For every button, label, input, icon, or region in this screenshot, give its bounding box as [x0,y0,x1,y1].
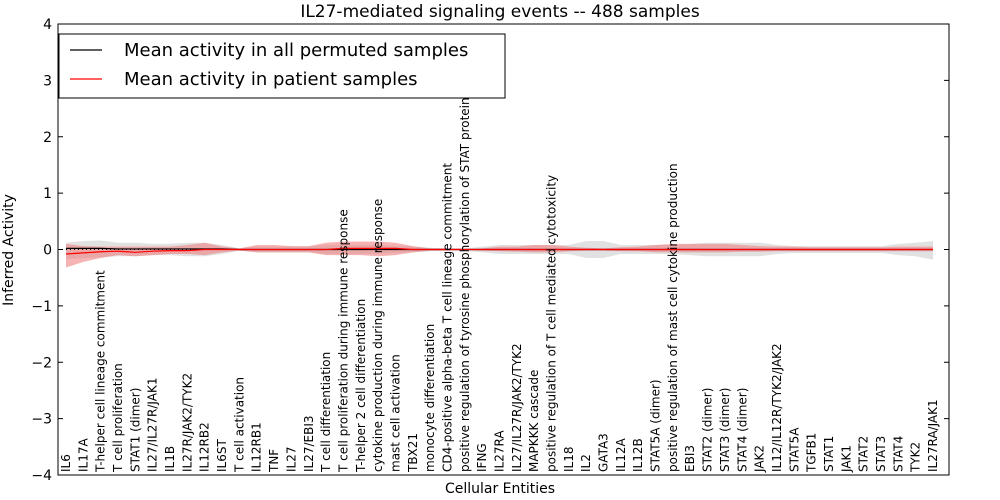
band-patient [66,241,933,268]
y-axis-label: Inferred Activity [1,194,17,306]
x-tick-label: IL1B [163,446,177,472]
legend: Mean activity in all permuted samples Me… [58,33,506,99]
x-tick-label: IL27/EBI3 [302,415,316,472]
x-tick-label: T-helper 2 cell differentiation [354,299,368,473]
x-tick-label: IL6ST [215,439,229,472]
y-tick-label: −2 [31,355,52,371]
x-tick-label: monocyte differentiation [423,324,437,472]
y-tick-label: 4 [43,17,52,33]
x-tick-label: IL12B [631,438,645,472]
series-lines [65,247,933,255]
x-tick-label: CD4-positive alpha-beta T cell lineage c… [440,163,454,472]
legend-label-permuted: Mean activity in all permuted samples [124,40,468,61]
y-tick-label: −4 [31,468,52,484]
x-tick-label: IL12RB1 [250,422,264,472]
x-tick-label: positive regulation of mast cell cytokin… [666,163,680,472]
x-tick-label: IL12A [614,438,628,472]
x-tick-label: cytokine production during immune respon… [371,199,385,472]
x-tick-label: T cell proliferation during immune respo… [336,209,350,473]
x-tick-label: IFNG [475,443,489,472]
x-axis-label: Cellular Entities [445,481,555,497]
x-tick-label: STAT5A [787,427,801,472]
x-tick-label: JAK1 [839,445,853,473]
x-tick-label: STAT2 [857,436,871,472]
x-tick-label: STAT4 [891,436,905,472]
y-tick-label: 3 [43,73,52,89]
legend-label-patient: Mean activity in patient samples [124,69,418,90]
y-tick-label: 0 [43,243,52,259]
x-tick-label: TNF [267,449,281,473]
x-tick-label: IL27R/JAK2/TYK2 [180,373,194,472]
confidence-bands [66,240,933,268]
x-tick-label: positive regulation of tyrosine phosphor… [458,97,472,472]
x-tick-label: MAPKKK cascade [527,370,541,472]
x-tick-label: IL6 [59,454,73,472]
x-tick-label: STAT3 (dimer) [718,388,732,472]
y-tick-label: 1 [43,186,52,202]
y-axis-ticks: 4 3 2 1 0 −1 −2 −3 −4 [31,17,949,484]
x-tick-label: IL17A [76,438,90,472]
y-tick-label: 2 [43,130,52,146]
x-tick-label: IL27RA [493,430,507,472]
x-tick-label: IL18 [562,447,576,473]
x-tick-label: positive regulation of T cell mediated c… [545,175,559,472]
x-tick-label: IL27RA/JAK1 [926,399,940,472]
x-tick-label: T-helper cell lineage commitment [94,270,108,473]
x-tick-label: T cell differentiation [319,352,333,473]
chart-title: IL27-mediated signaling events -- 488 sa… [300,2,700,22]
x-tick-label: TYK2 [909,442,923,473]
x-axis-tick-labels: IL6 IL17A T-helper cell lineage commitment… [59,97,940,473]
x-tick-label: TGFB1 [805,433,819,473]
y-tick-label: −1 [31,299,52,315]
x-tick-label: TBX21 [406,433,420,473]
x-tick-label: STAT1 [822,436,836,472]
x-tick-label: STAT4 (dimer) [735,388,749,472]
legend-box [58,33,506,99]
x-tick-label: STAT1 (dimer) [128,388,142,472]
x-tick-label: T cell proliferation [111,363,125,473]
x-tick-label: JAK2 [753,445,767,473]
y-tick-label: −3 [31,412,52,428]
plot-frame [57,23,950,476]
x-tick-label: IL27 [284,447,298,473]
x-tick-label: IL12RB2 [198,422,212,472]
x-tick-label: EBI3 [683,445,697,472]
line-patient-mean [65,247,933,255]
x-tick-label: GATA3 [597,433,611,472]
x-tick-label: T cell activation [232,377,246,473]
x-tick-label: IL12/IL12R/TYK2/JAK2 [770,343,784,472]
x-tick-label: IL27/IL27R/JAK1 [146,378,160,472]
x-tick-label: mast cell activation [388,354,402,472]
x-tick-label: STAT2 (dimer) [701,388,715,472]
x-tick-label: IL27/IL27R/JAK2/TYK2 [510,343,524,472]
x-tick-label: STAT3 [874,436,888,472]
x-tick-label: IL2 [579,454,593,472]
x-tick-label: STAT5A (dimer) [649,379,663,472]
